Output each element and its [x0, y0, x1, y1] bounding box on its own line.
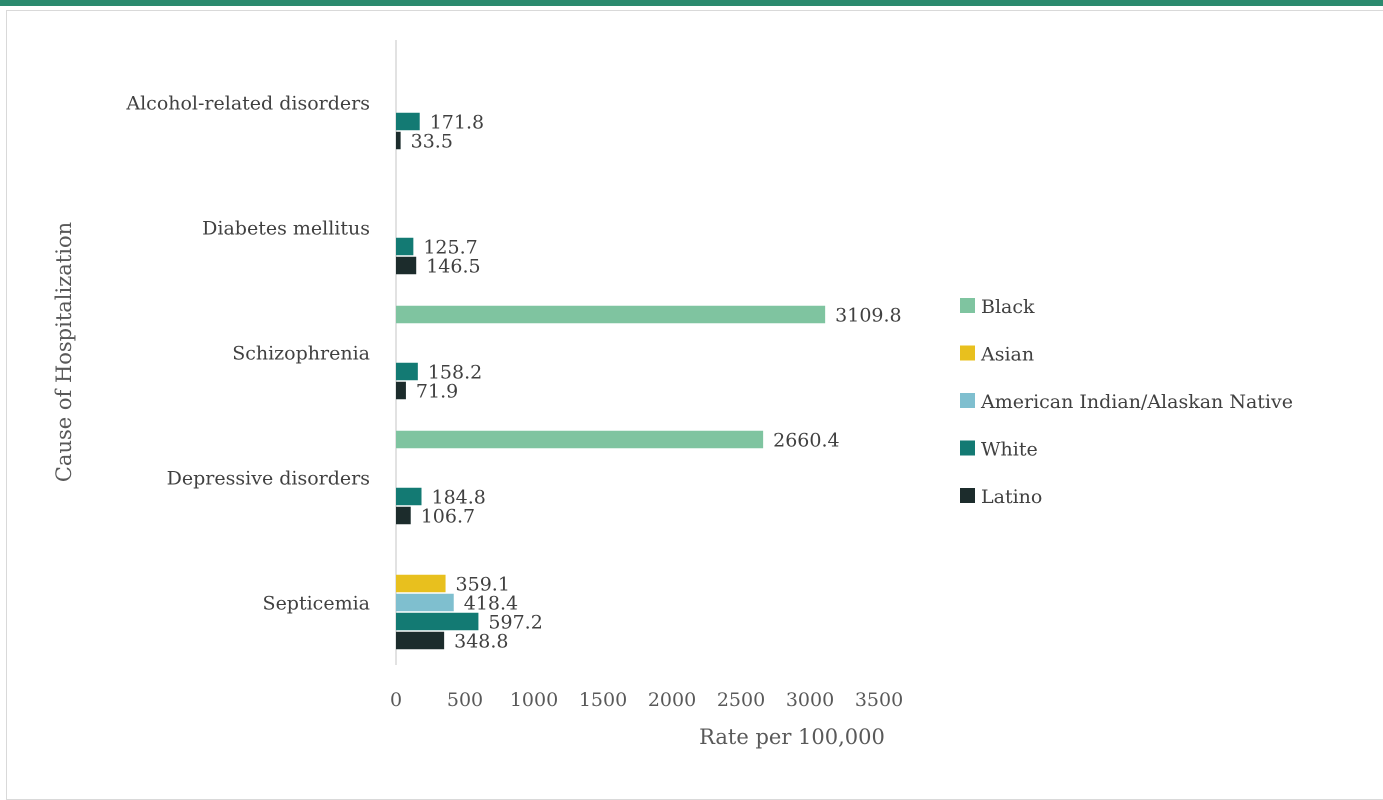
- value-label-latino-diabetes-mellitus: 146.5: [426, 256, 480, 278]
- value-label-black-schizophrenia: 3109.8: [835, 305, 901, 327]
- bar-latino-depressive-disorders: [396, 506, 411, 525]
- legend-swatch-latino: [960, 488, 975, 503]
- category-label-schizophrenia: Schizophrenia: [232, 343, 370, 365]
- legend-label-white: White: [981, 439, 1038, 461]
- x-tick-label: 3500: [855, 689, 903, 711]
- category-label-depressive-disorders: Depressive disorders: [167, 468, 370, 490]
- category-label-diabetes-mellitus: Diabetes mellitus: [202, 218, 370, 240]
- x-tick-label: 2000: [648, 689, 696, 711]
- x-tick-label: 500: [447, 689, 483, 711]
- value-label-latino-alcohol-related-disorders: 33.5: [411, 131, 453, 153]
- bar-latino-schizophrenia: [396, 381, 406, 400]
- bar-black-depressive-disorders: [396, 430, 764, 449]
- legend-label-asian: Asian: [980, 344, 1034, 366]
- x-tick-label: 1500: [579, 689, 627, 711]
- value-label-white-septicemia: 597.2: [488, 612, 542, 634]
- bar-white-schizophrenia: [396, 362, 418, 381]
- bar-asian-septicemia: [396, 574, 446, 593]
- category-label-alcohol-related-disorders: Alcohol-related disorders: [125, 93, 370, 115]
- x-ticks-layer: 0 500 1000 1500 2000 2500 3000 3500: [390, 689, 903, 711]
- value-label-white-alcohol-related-disorders: 171.8: [430, 112, 484, 134]
- legend-label-american-indian-alaskan-native: American Indian/Alaskan Native: [980, 391, 1293, 413]
- legend-swatch-black: [960, 298, 975, 313]
- x-axis-title: Rate per 100,000: [699, 725, 885, 749]
- legend-swatch-asian: [960, 345, 975, 361]
- value-label-latino-schizophrenia: 71.9: [416, 381, 458, 403]
- x-tick-label: 2500: [717, 689, 765, 711]
- x-tick-label: 0: [390, 689, 402, 711]
- bar-american-indian-alaskan-native-septicemia: [396, 593, 454, 612]
- x-tick-label: 3000: [786, 689, 834, 711]
- value-label-black-depressive-disorders: 2660.4: [773, 430, 839, 452]
- legend-swatch-american-indian-alaskan-native: [960, 393, 975, 408]
- bar-latino-diabetes-mellitus: [396, 256, 417, 275]
- value-label-white-depressive-disorders: 184.8: [432, 487, 486, 509]
- bar-black-schizophrenia: [396, 305, 826, 324]
- legend: Black Asian American Indian/Alaskan Native…: [960, 296, 1293, 508]
- legend-label-black: Black: [981, 296, 1035, 318]
- y-axis-title: Cause of Hospitalization: [52, 222, 76, 482]
- legend-swatch-white: [960, 440, 975, 456]
- bar-white-diabetes-mellitus: [396, 237, 414, 256]
- top-edge-strip: [0, 0, 1383, 6]
- legend-label-latino: Latino: [981, 486, 1042, 508]
- value-label-latino-depressive-disorders: 106.7: [421, 506, 475, 528]
- x-tick-label: 1000: [510, 689, 558, 711]
- bar-white-alcohol-related-disorders: [396, 112, 420, 131]
- bar-white-septicemia: [396, 612, 479, 631]
- value-label-latino-septicemia: 348.8: [454, 631, 508, 653]
- bar-latino-alcohol-related-disorders: [396, 131, 401, 150]
- category-labels-layer: Alcohol-related disorders Diabetes mellit…: [125, 93, 370, 615]
- bar-white-depressive-disorders: [396, 487, 422, 506]
- category-label-septicemia: Septicemia: [263, 593, 370, 615]
- bars-layer: [396, 112, 826, 650]
- bar-latino-septicemia: [396, 631, 445, 650]
- value-label-white-schizophrenia: 158.2: [428, 362, 482, 384]
- value-label-white-diabetes-mellitus: 125.7: [423, 237, 477, 259]
- value-label-asian-septicemia: 359.1: [456, 574, 510, 596]
- value-label-american-indian-alaskan-native-septicemia: 418.4: [464, 593, 518, 615]
